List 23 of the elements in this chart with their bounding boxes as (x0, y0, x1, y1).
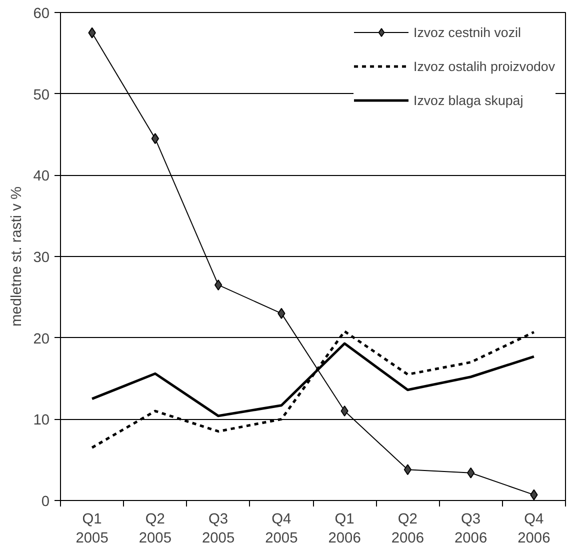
legend-label: Izvoz blaga skupaj (414, 92, 524, 108)
x-tick-label: Q1 2006 (328, 512, 361, 547)
y-tick-label: 30 (33, 250, 50, 266)
y-tick-label: 60 (33, 6, 50, 22)
y-tick-label: 40 (33, 168, 50, 185)
x-tick-label: Q4 2006 (518, 512, 550, 547)
x-tick-label: Q2 2005 (138, 512, 172, 547)
x-tick-label: Q1 2005 (76, 512, 108, 547)
point (466, 467, 475, 478)
y-tick-label: 10 (33, 412, 50, 429)
y-tick-label: 20 (33, 331, 50, 348)
x-tick-label: Q3 2005 (202, 512, 235, 547)
x-tick-label: Q2 2006 (391, 512, 424, 547)
legend-label: Izvoz ostalih proizvodov (414, 58, 555, 74)
point (214, 279, 222, 290)
y-axis-title: medletne st. rasti v % (9, 186, 26, 327)
x-tick-label: Q4 2005 (265, 512, 298, 547)
legend-label: Izvoz cestnih vozil (414, 24, 521, 40)
point (404, 464, 412, 476)
point (151, 133, 160, 144)
x-tick-label: Q3 2006 (454, 512, 488, 547)
y-tick-label: 50 (33, 87, 50, 104)
y-tick-label: 0 (41, 494, 50, 510)
